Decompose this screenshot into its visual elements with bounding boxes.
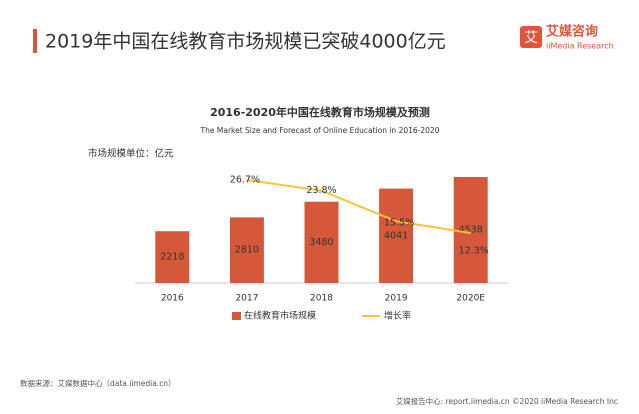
bar-label: 2218 (160, 252, 184, 263)
unit-label: 市场规模单位：亿元 (88, 148, 174, 160)
logo-subtext: iiMedia Research (546, 42, 614, 51)
source: 数据来源：艾媒数据中心（data.iimedia.cn） (20, 378, 176, 388)
bar (155, 231, 190, 283)
x-tick-label: 2020E (456, 294, 485, 304)
credit: 艾媒报告中心: report.iimedia.cn ©2020 iiMedia … (396, 396, 618, 406)
growth-label: 23.8% (306, 185, 336, 196)
bar-label: 2810 (235, 245, 259, 256)
logo-text: 艾媒咨询 (546, 24, 598, 40)
logo-icon (520, 26, 542, 48)
bar-label: 4041 (384, 230, 408, 241)
bar (229, 217, 264, 283)
growth-label: 26.7% (230, 175, 260, 186)
x-tick-label: 2019 (385, 294, 408, 304)
x-tick-label: 2016 (161, 294, 184, 304)
chart-title: 2016-2020年中国在线教育市场规模及预测 (210, 105, 430, 119)
bar (453, 177, 488, 283)
legend-swatch (232, 312, 241, 320)
growth-line (246, 179, 471, 234)
logo-icon-glyph: 艾 (524, 30, 538, 46)
x-tick-label: 2018 (310, 294, 333, 304)
title-accent (33, 29, 37, 53)
chart-subtitle: The Market Size and Forecast of Online E… (200, 126, 440, 135)
growth-label: 12.3% (459, 246, 489, 257)
legend-label: 在线教育市场规模 (244, 310, 316, 322)
legend-label: 增长率 (384, 310, 411, 322)
growth-label: 15.5% (384, 218, 414, 229)
bar (379, 188, 414, 283)
bar-label: 3480 (309, 237, 333, 248)
bar-label: 4538 (459, 225, 483, 236)
page-title: 2019年中国在线教育市场规模已突破4000亿元 (45, 31, 446, 53)
bar (304, 201, 339, 283)
x-tick-label: 2017 (235, 294, 258, 304)
